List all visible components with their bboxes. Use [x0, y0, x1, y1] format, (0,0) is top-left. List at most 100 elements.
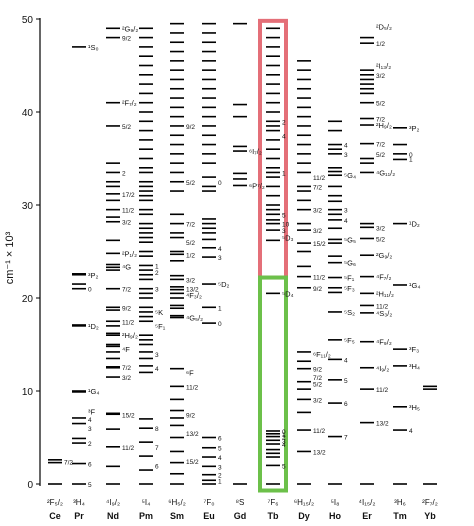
level-label: 1 [218, 478, 222, 485]
level-label: 11/2 [313, 175, 326, 182]
ion-name-label: Pr [74, 511, 84, 521]
level-label: 4 [282, 442, 286, 449]
level-label: 3/2 [313, 228, 322, 235]
level-label: 9/2 [186, 412, 195, 419]
level-label: ²G₉/₂ [122, 24, 138, 33]
ground-state-label: ⁴I₉/₂ [106, 498, 120, 507]
level-label: 5 [282, 212, 286, 219]
ion-column-eu [202, 22, 216, 485]
level-label: 9/2 [313, 286, 322, 293]
level-label: ²G₉/₂ [376, 251, 392, 260]
level-label: ⁵F₃ [344, 284, 355, 293]
level-label: ⁴F₃/₂ [186, 291, 202, 300]
level-label: ¹D₂ [88, 322, 99, 331]
level-label: ³H₄ [409, 362, 420, 371]
level-label: 2 [88, 441, 92, 448]
level-label: 2 [282, 435, 286, 442]
level-label: 1/2 [376, 41, 385, 48]
level-label: 3/2 [122, 220, 131, 227]
level-label: ⁵G₄ [344, 171, 356, 180]
level-label: ³H₅ [409, 403, 420, 412]
level-label: 1 [155, 263, 159, 270]
level-label: ¹G₄ [88, 387, 99, 396]
ion-column-dy [297, 60, 311, 485]
y-axis: cm⁻¹ × 10³ 0 10 20 30 40 50 [4, 15, 41, 491]
level-label: 15/2 [122, 412, 135, 419]
level-label: 2 [282, 119, 286, 126]
level-label: 7/2 [122, 365, 131, 372]
level-label: 5/2 [376, 101, 385, 108]
level-label: ²P₁/₂ [122, 249, 137, 258]
level-label: 2 [155, 270, 159, 277]
level-label: 4 [155, 366, 159, 373]
ion-name-label: Er [362, 511, 372, 521]
ground-state-label: ⁴I₁₅/₂ [359, 498, 376, 507]
level-label: 4 [344, 218, 348, 225]
level-label: 5/2 [376, 236, 385, 243]
level-label: ⁵F₅ [344, 336, 355, 345]
ion-columns [48, 22, 437, 485]
level-label: 7/2 [313, 375, 322, 382]
level-label: 3 [155, 352, 159, 359]
level-label: 5/2 [122, 124, 131, 131]
tb-highlight-boxes [258, 18, 288, 493]
level-label: 9/2 [186, 124, 195, 131]
ground-state-label: ³H₄ [73, 498, 85, 507]
level-label: 4 [344, 143, 348, 150]
level-label: ²H₉/₂ [122, 331, 138, 340]
level-label: ²D₅/₂ [376, 22, 392, 31]
level-label: ⁵G₆ [344, 259, 356, 268]
level-label: 1 [282, 170, 286, 177]
ion-labels: ²F₅/₂ Ce ³H₄ Pr ⁴I₉/₂ Nd ⁵I₄ Pm ⁶H₅/₂ Sm ⁷F₀ Eu ⁸S Gd… [47, 498, 438, 521]
level-label: 11/2 [122, 319, 135, 326]
level-label: ³P₂ [88, 271, 99, 280]
level-label: ³P₂ [409, 124, 420, 133]
ion-column-nd [106, 27, 120, 485]
level-label: 17/2 [122, 192, 135, 199]
level-label: 1 [282, 432, 286, 439]
level-label: ⁵S₂ [344, 308, 355, 317]
ground-state-label: ²F₇/₂ [422, 498, 438, 507]
ground-state-label: ³H₆ [394, 498, 406, 507]
y-axis-label: cm⁻¹ × 10³ [4, 231, 16, 284]
ion-name-label: Pm [139, 511, 153, 521]
level-label: 5/2 [376, 152, 385, 159]
level-label: 7/2 [376, 117, 385, 124]
level-label: 4 [218, 246, 222, 253]
level-label: 0 [282, 429, 286, 436]
level-label: ²I₁₃/₂ [376, 62, 391, 71]
level-label: ³F₃ [409, 345, 419, 354]
level-label: ⁴G₁₁/₂ [376, 168, 395, 177]
level-label: 7 [344, 435, 348, 442]
ion-column-tb [266, 27, 280, 485]
level-label: 6 [88, 462, 92, 469]
level-label: 11/2 [313, 275, 326, 282]
level-label: 0 [218, 321, 222, 328]
level-label: 15/2 [186, 459, 199, 466]
ion-name-label: Gd [234, 511, 247, 521]
level-label: ¹G₄ [409, 281, 420, 290]
level-label: 3 [344, 152, 348, 159]
ion-name-label: Ho [329, 511, 341, 521]
level-label: ⁴I₉/₂ [376, 364, 389, 373]
level-label: ⁴G [122, 262, 131, 271]
level-label: ⁴F₉/₂ [376, 338, 392, 347]
level-label: ⁵F₁ [344, 274, 355, 283]
level-label: 2 [218, 473, 222, 480]
level-label: 4 [344, 357, 348, 364]
level-label: 0 [218, 180, 222, 187]
level-label: 10 [282, 222, 290, 229]
level-label: 3/2 [313, 397, 322, 404]
level-label: 6 [218, 436, 222, 443]
level-label: 11/2 [122, 208, 135, 215]
level-label: ⁶P⁷/₂ [249, 181, 265, 190]
level-label: 11/2 [376, 303, 389, 310]
level-label: ⁵F₁ [155, 322, 166, 331]
level-label: 7/2 [64, 460, 73, 467]
level-label: ³F [88, 407, 95, 416]
level-label: 9/2 [313, 367, 322, 374]
level-label: 13/2 [376, 421, 389, 428]
level-label: ⁴F [122, 345, 130, 354]
level-label: 11/2 [186, 384, 199, 391]
level-label: ²H₉/₂ [376, 121, 392, 130]
